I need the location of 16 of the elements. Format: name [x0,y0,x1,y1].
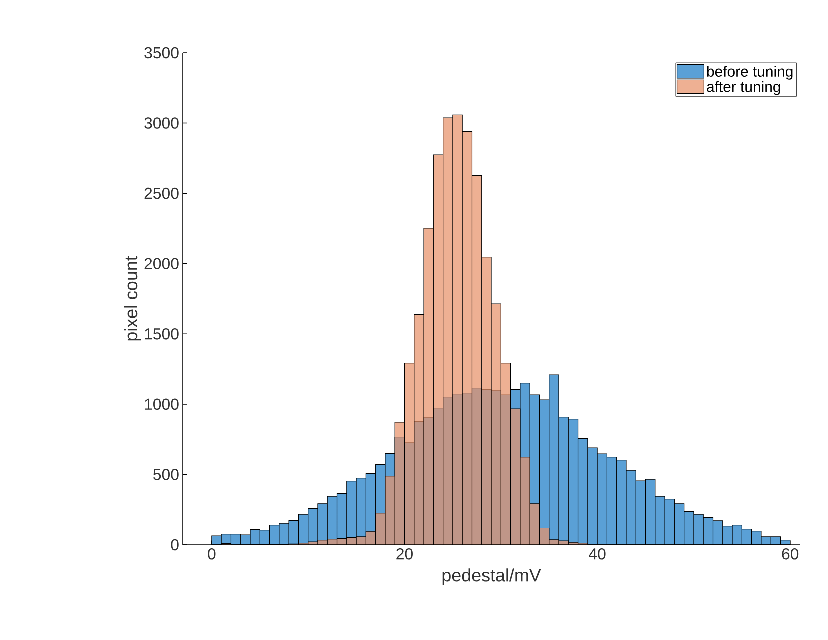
y-tick-label: 3500 [144,47,179,59]
x-axis-title: pedestal/mV [442,568,542,586]
y-tick-label: 2000 [144,258,179,270]
y-tick-label: 0 [171,539,179,551]
y-tick-label: 3000 [144,118,179,129]
y-tick-label: 1500 [145,328,179,340]
x-tick-label: 40 [589,548,606,560]
legend-label: after tuning [707,81,780,96]
y-tick-label: 500 [154,469,179,480]
y-tick-label: 1000 [145,398,179,410]
x-tick-label: 0 [208,548,216,560]
x-tick-label: 20 [396,548,413,560]
y-tick-label: 2500 [144,188,179,200]
legend-label: before tuning [707,66,793,80]
y-axis-title: pixel count [124,256,142,341]
x-tick-label: 60 [782,548,799,560]
